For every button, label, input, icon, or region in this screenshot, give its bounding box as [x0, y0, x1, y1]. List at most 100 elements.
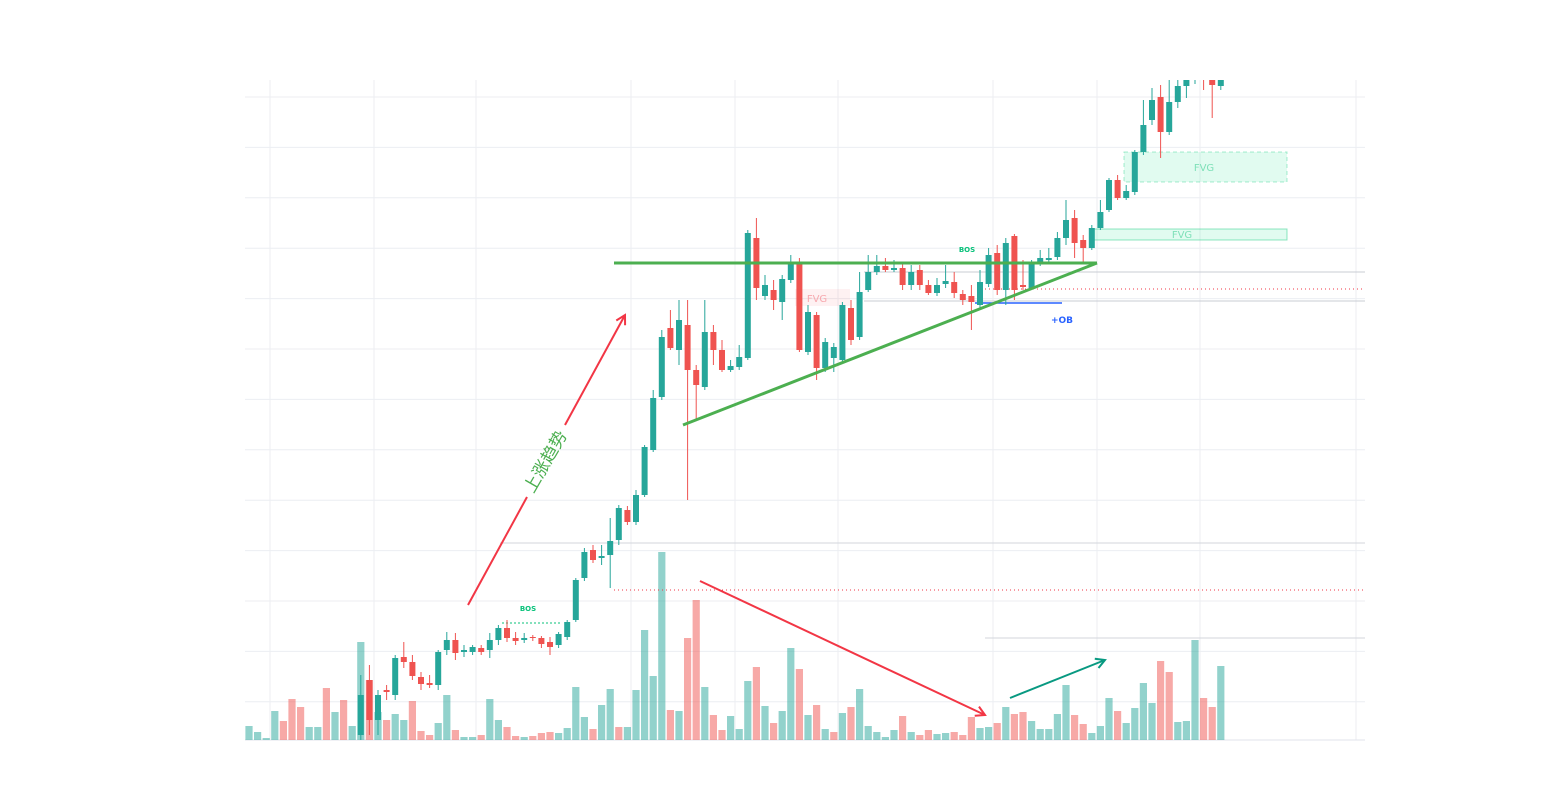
volume-bar — [1019, 712, 1027, 740]
candle-body — [796, 262, 803, 350]
volume-bar — [727, 716, 735, 740]
volume-bar — [1105, 698, 1113, 740]
volume-bar — [933, 734, 941, 740]
volume-bar — [520, 737, 528, 740]
volume-bar — [641, 630, 649, 740]
candle-body — [512, 638, 519, 641]
bos-label: BOS — [520, 605, 536, 613]
volume-bar — [1148, 703, 1156, 740]
candle-body — [521, 638, 528, 640]
candle-body — [1201, 40, 1207, 60]
candle-body — [650, 398, 657, 450]
volume-bar — [443, 695, 451, 740]
candle-body — [1157, 97, 1164, 132]
volume-bar — [890, 730, 898, 740]
volume-bar — [331, 712, 339, 740]
volume-bar — [1036, 729, 1044, 740]
volume-bar — [589, 729, 597, 740]
candle-body — [1106, 180, 1112, 210]
volume-bar — [701, 687, 709, 740]
candle-body — [624, 510, 631, 522]
fvg-label: FVG — [807, 294, 827, 305]
volume-bar — [340, 700, 348, 740]
candle-body — [538, 638, 545, 644]
candle-body — [461, 650, 467, 652]
arrow — [1009, 660, 1105, 699]
candle-body — [736, 357, 743, 367]
volume-bar — [391, 714, 399, 740]
candle-body — [1063, 220, 1069, 238]
candle-body — [1174, 86, 1181, 102]
volume-bar — [942, 733, 950, 740]
candle-body — [392, 658, 399, 695]
candle-body — [1020, 285, 1026, 287]
volume-bar — [873, 732, 881, 740]
candle-body — [959, 294, 966, 300]
candle-body — [942, 281, 949, 284]
volume-bar — [658, 552, 666, 740]
volume-bar — [959, 735, 967, 740]
volume-bar — [1096, 726, 1104, 740]
volume-bar — [426, 735, 434, 740]
candle-body — [572, 580, 579, 620]
volume-bar — [348, 726, 356, 740]
candle-body — [1209, 80, 1216, 85]
candle-body — [641, 447, 648, 495]
arrow — [564, 315, 625, 426]
volume-bar — [314, 727, 322, 740]
candle-body — [529, 637, 536, 638]
volume-bar — [1045, 729, 1053, 740]
candle-body — [443, 640, 450, 650]
candle-body — [435, 652, 442, 685]
candle-body — [779, 279, 786, 302]
volume-bar — [1191, 640, 1199, 740]
candle-body — [848, 308, 854, 340]
fvg-label: FVG — [1194, 163, 1214, 174]
volume-bar — [262, 738, 270, 740]
candle-body — [1028, 263, 1035, 288]
volume-bar — [271, 711, 279, 740]
candle-body — [607, 541, 614, 555]
candle-body — [951, 282, 958, 293]
volume-bar — [1114, 711, 1122, 740]
volume-bar — [847, 707, 855, 740]
volume-bar — [408, 701, 416, 740]
candle-body — [357, 695, 364, 735]
volume-bar — [434, 723, 442, 740]
candle-body — [719, 350, 725, 370]
volume-bar — [778, 711, 786, 740]
candle-body — [547, 642, 553, 647]
volume-bar — [279, 721, 287, 740]
volume-bar — [916, 735, 924, 740]
candle-body — [977, 282, 983, 305]
candle-body — [744, 233, 751, 358]
candle-body — [366, 680, 373, 720]
candle-body — [658, 337, 665, 397]
volume-bar — [795, 669, 803, 740]
candle-body — [1217, 80, 1224, 86]
volume-bar — [718, 730, 726, 740]
volume-bar — [744, 681, 752, 740]
candle-body — [813, 315, 820, 368]
volume-bar — [572, 687, 580, 740]
candle-body — [934, 285, 940, 293]
volume-bar — [864, 726, 872, 740]
volume-bar — [1088, 733, 1096, 740]
volume-bar — [598, 705, 606, 740]
candle-body — [418, 677, 424, 684]
grid — [245, 80, 1365, 741]
candle-body — [684, 325, 691, 370]
candle-body — [1183, 80, 1190, 86]
fvg-box — [795, 289, 850, 306]
volume-bar — [494, 720, 502, 740]
candle-body — [1166, 102, 1173, 132]
candle-body — [478, 648, 485, 652]
volume-bar — [580, 717, 588, 740]
candle-body — [1123, 191, 1130, 198]
volume-bar — [838, 713, 846, 740]
candle-body — [770, 290, 777, 300]
volume-bar — [1139, 683, 1147, 740]
volume-bar — [477, 735, 485, 740]
volume-bar — [787, 648, 795, 740]
volume-bar — [1010, 714, 1018, 740]
